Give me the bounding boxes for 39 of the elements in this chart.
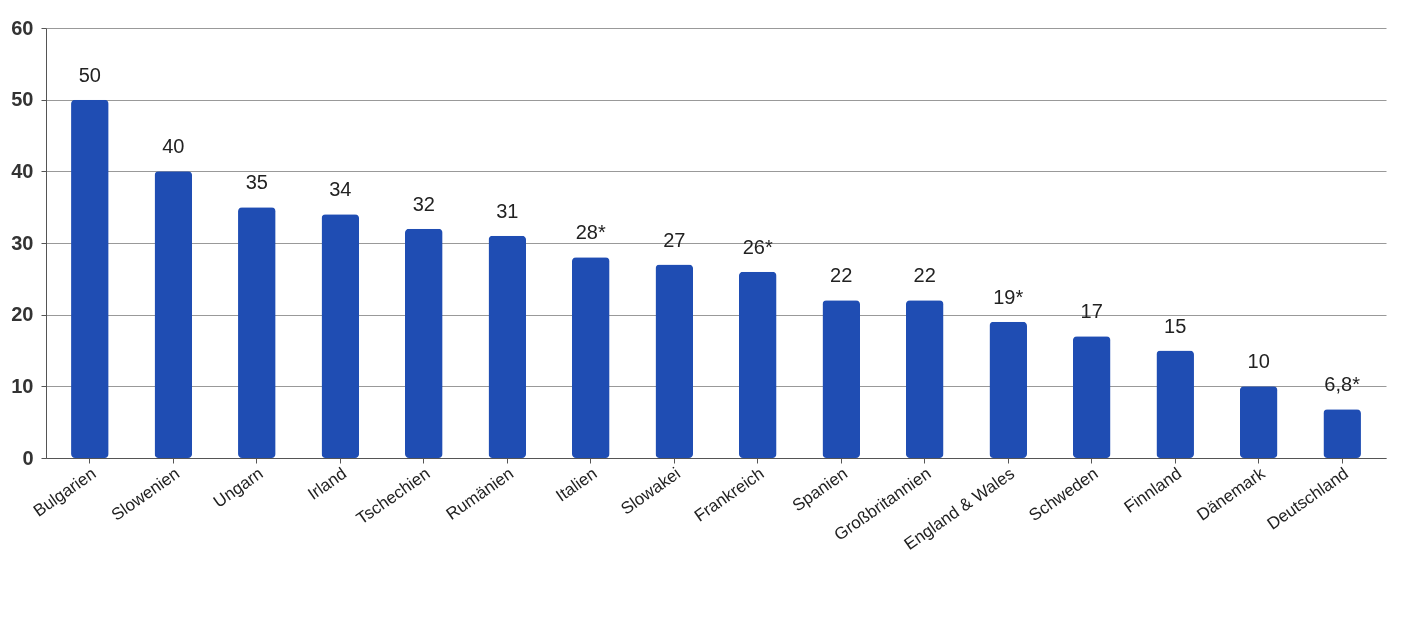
bar: [571, 257, 610, 458]
data-label: 19*: [993, 285, 1024, 308]
bar: [1156, 350, 1194, 458]
y-tick-label: 40: [11, 159, 34, 182]
bar: [1239, 386, 1278, 458]
data-label: 35: [245, 171, 268, 194]
bar: [989, 321, 1027, 458]
data-label: 10: [1247, 350, 1270, 373]
data-label: 27: [663, 228, 686, 251]
y-tick-label: 20: [11, 303, 34, 326]
bar: [655, 264, 694, 458]
data-label: 26*: [742, 235, 773, 258]
data-label: 50: [78, 63, 101, 86]
bar: [1323, 409, 1361, 458]
y-tick-label: 30: [11, 231, 34, 254]
bar: [488, 235, 527, 458]
y-tick-label: 50: [11, 88, 34, 111]
data-label: 31: [496, 199, 519, 222]
data-label: 28*: [575, 221, 606, 244]
data-label: 6,8*: [1324, 373, 1361, 396]
bar: [1072, 336, 1111, 458]
data-label: 22: [913, 264, 936, 287]
data-label: 40: [162, 135, 185, 158]
bar: [238, 207, 276, 458]
y-tick-label: 0: [22, 446, 34, 469]
data-label: 32: [412, 192, 435, 215]
bar: [321, 214, 360, 458]
bar: [154, 171, 193, 458]
bar: [405, 228, 443, 458]
bar: [822, 300, 861, 458]
data-label: 34: [329, 178, 352, 201]
data-label: 17: [1080, 300, 1103, 323]
data-label: 15: [1164, 314, 1187, 337]
y-tick-label: 60: [11, 16, 34, 39]
y-tick-label: 10: [11, 374, 34, 397]
data-label: 22: [830, 264, 853, 287]
bar: [71, 99, 109, 458]
bar: [905, 300, 944, 458]
bar: [738, 271, 777, 458]
